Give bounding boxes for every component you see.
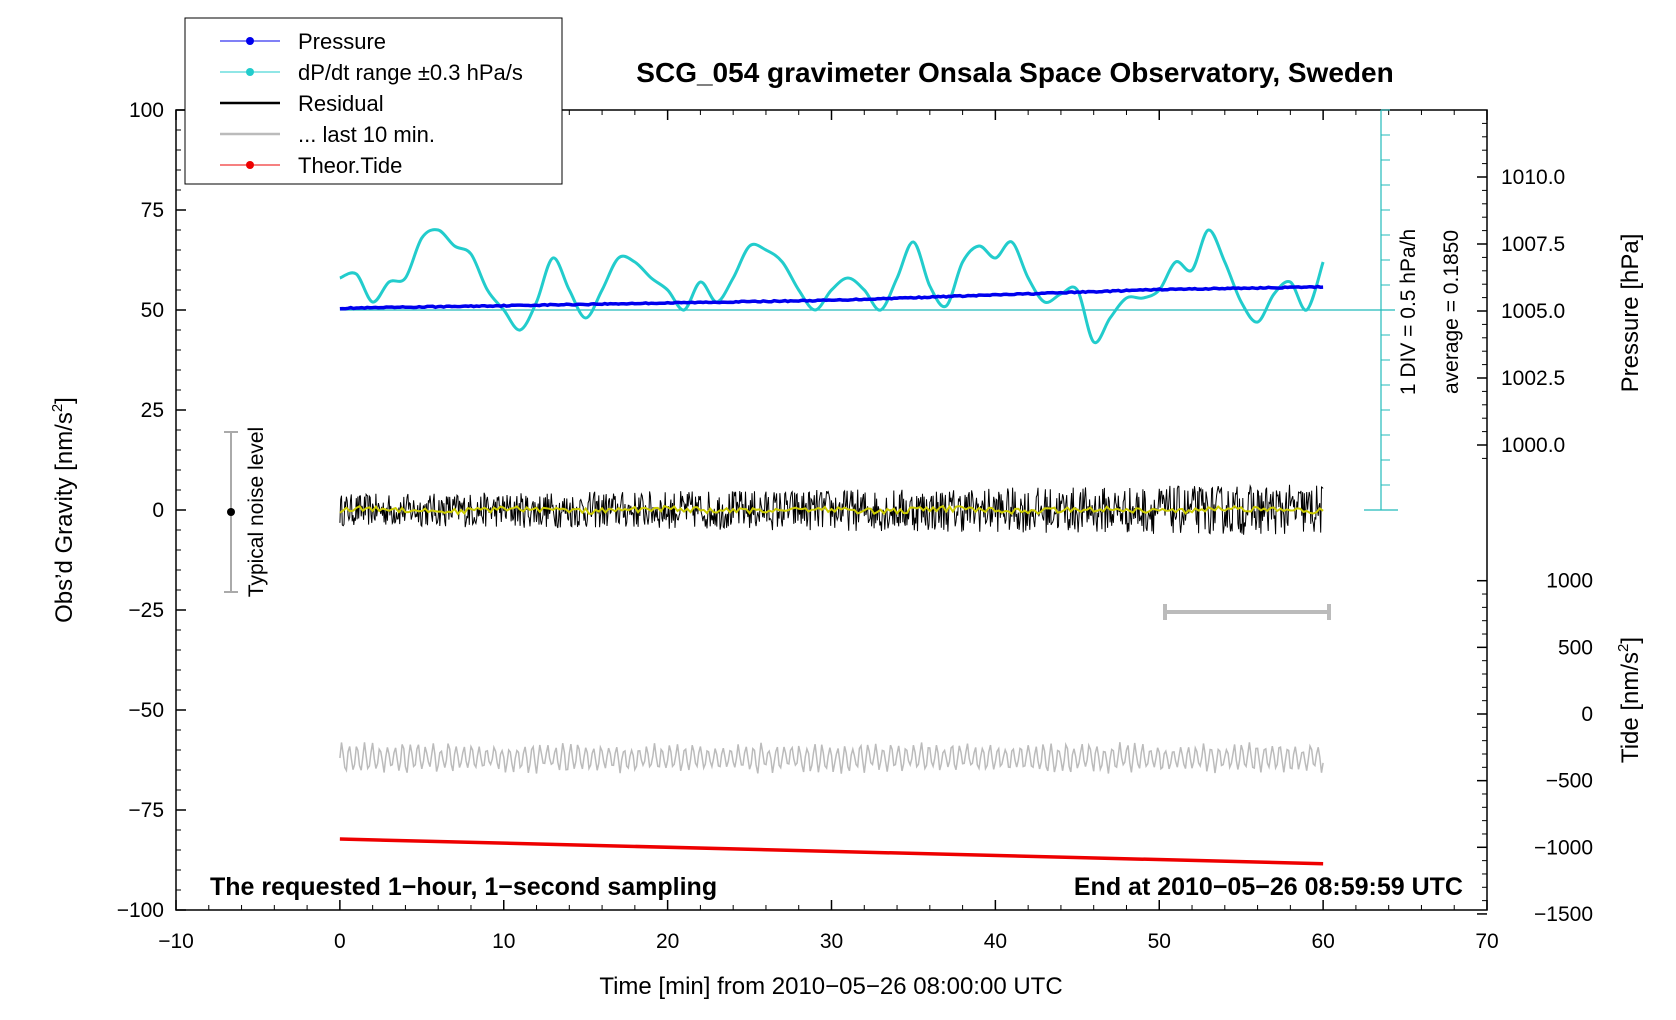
y-tick-label-left: −50 <box>128 699 164 722</box>
y-axis-label-left-sup: 2 <box>49 404 66 412</box>
x-tick-label: 0 <box>334 930 346 953</box>
x-tick-label: 20 <box>656 930 679 953</box>
y-axis-label-left: Obs’d Gravity [nm/s2] <box>49 397 78 623</box>
y-axis-label-tide-text: Tide [nm/s <box>1617 652 1644 763</box>
y-tick-label-tide: 1000 <box>1546 570 1593 593</box>
y-axis-label-left-text: Obs’d Gravity [nm/s <box>51 412 78 623</box>
legend-marker <box>246 161 254 169</box>
y-tick-label-pressure: 1007.5 <box>1501 233 1565 256</box>
noise-level-indicator <box>224 431 238 593</box>
y-tick-label-tide: −1500 <box>1534 903 1593 926</box>
legend-label: Pressure <box>298 29 386 54</box>
chart-title: SCG_054 gravimeter Onsala Space Observat… <box>636 57 1393 88</box>
y-tick-label-left: −100 <box>117 899 164 922</box>
legend-box <box>184 17 563 185</box>
legend-label: Theor.Tide <box>298 153 402 178</box>
y-axis-label-tide: Tide [nm/s2] <box>1615 637 1644 763</box>
legend-label: Residual <box>298 91 384 116</box>
series-last-10-min <box>339 741 1324 774</box>
y-axis-label-left-end: ] <box>51 397 78 404</box>
y-tick-label-left: 100 <box>129 99 164 122</box>
x-tick-label: 70 <box>1475 930 1498 953</box>
annotation-bottom-left: The requested 1−hour, 1−second sampling <box>210 873 717 901</box>
y-tick-label-left: 75 <box>141 199 164 222</box>
y-axis-label-tide-sup: 2 <box>1615 644 1632 652</box>
y-tick-label-tide: 0 <box>1581 703 1593 726</box>
legend: Pressure dP/dt range ±0.3 hPa/s Residual..… <box>184 17 563 185</box>
x-tick-label: 30 <box>820 930 843 953</box>
div-scale <box>339 109 1398 511</box>
average-label: average = 0.1850 <box>1440 230 1463 394</box>
y-tick-label-pressure: 1005.0 <box>1501 300 1565 323</box>
y-tick-label-left: 25 <box>141 399 164 422</box>
x-tick-label: 10 <box>492 930 515 953</box>
series-residual <box>339 484 1324 535</box>
last-10-min-bar <box>1163 604 1331 620</box>
series-residual-smoothed <box>339 504 1324 516</box>
noise-level-label: Typical noise level <box>245 427 268 597</box>
legend-marker <box>246 37 254 45</box>
series-layer <box>339 228 1325 866</box>
y-axis-label-pressure: Pressure [hPa] <box>1617 234 1644 393</box>
y-axis-label-tide-end: ] <box>1617 637 1644 644</box>
annotation-bottom-right: End at 2010−05−26 08:59:59 UTC <box>1074 873 1463 901</box>
x-tick-label: −10 <box>158 930 194 953</box>
x-tick-label: 40 <box>984 930 1007 953</box>
y-tick-label-left: 0 <box>152 499 164 522</box>
y-tick-label-left: −25 <box>128 599 164 622</box>
y-tick-label-left: −75 <box>128 799 164 822</box>
y-tick-label-left: 50 <box>141 299 164 322</box>
y-tick-label-tide: −500 <box>1546 770 1593 793</box>
x-tick-label: 50 <box>1148 930 1171 953</box>
legend-label: ... last 10 min. <box>298 122 435 147</box>
y-tick-label-pressure: 1002.5 <box>1501 367 1565 390</box>
y-tick-label-tide: 500 <box>1558 636 1593 659</box>
y-tick-label-tide: −1000 <box>1534 836 1593 859</box>
axis-ticks: −10 0 10 20 30 40 50 60 701007550250−25−50−75−10… <box>117 99 1593 953</box>
series-pressure <box>339 284 1324 311</box>
x-axis-label: Time [min] from 2010−05−26 08:00:00 UTC <box>599 973 1062 1000</box>
series-theor-tide <box>339 837 1324 866</box>
y-tick-label-pressure: 1000.0 <box>1501 434 1565 457</box>
legend-marker <box>246 68 254 76</box>
legend-label: dP/dt range ±0.3 hPa/s <box>298 60 523 85</box>
y-tick-label-pressure: 1010.0 <box>1501 166 1565 189</box>
div-label: 1 DIV = 0.5 hPa/h <box>1397 229 1420 395</box>
x-tick-label: 60 <box>1311 930 1334 953</box>
